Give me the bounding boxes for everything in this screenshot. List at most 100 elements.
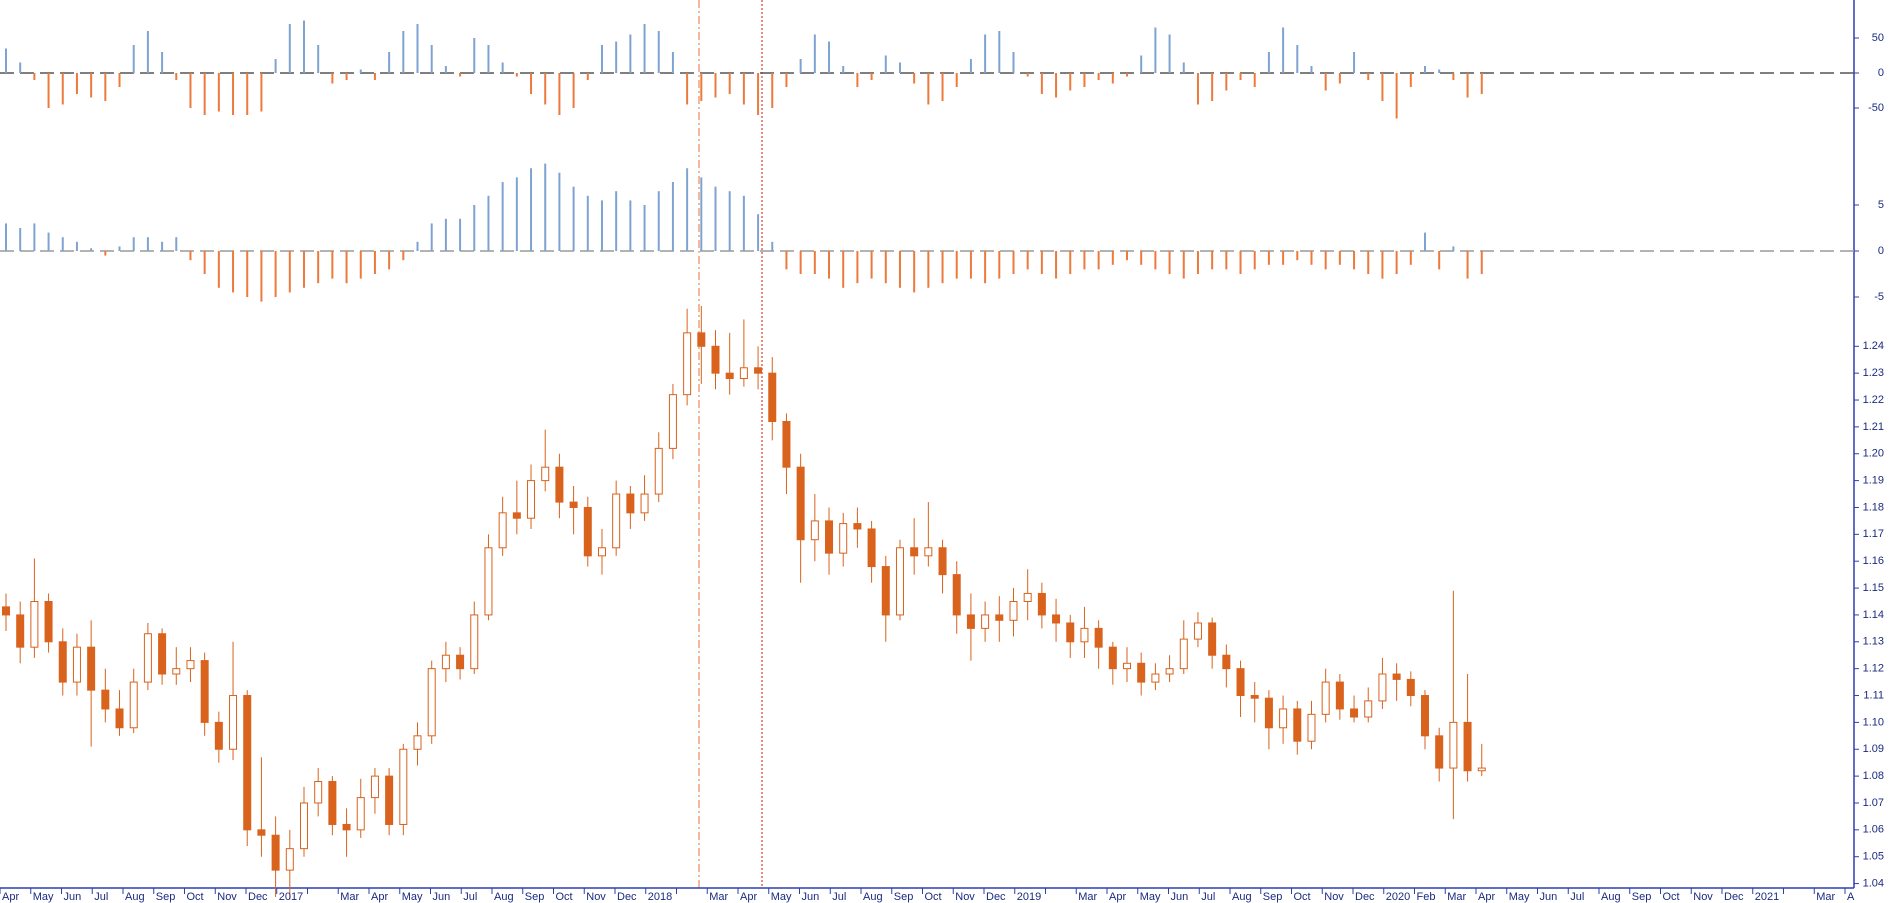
candle-body (299, 802, 308, 850)
candle-body (115, 708, 124, 729)
x-tick-label: Aug (125, 891, 145, 903)
y-tick-label: 1.24 (1863, 340, 1884, 352)
x-tick-label: Apr (371, 891, 388, 903)
x-tick-label: Mar (1816, 891, 1835, 903)
x-tick-label: Oct (1294, 891, 1311, 903)
candle-body (668, 394, 677, 449)
candle-body (1165, 668, 1174, 675)
y-tick-label: 0 (1878, 67, 1884, 79)
x-tick-label: Apr (1109, 891, 1126, 903)
candle-body (1378, 673, 1387, 702)
x-tick-label: Jul (832, 891, 846, 903)
y-tick-label: 1.06 (1863, 824, 1884, 836)
x-tick-label: Dec (986, 891, 1006, 903)
candle-body (1023, 592, 1032, 603)
candle-body (2, 606, 10, 616)
candle-body (1449, 721, 1458, 769)
x-tick-label: Oct (925, 891, 942, 903)
candle-body (441, 654, 450, 670)
candle-body (1364, 700, 1373, 718)
candle-body (1335, 681, 1344, 710)
candle-body (569, 501, 578, 508)
candle-body (1406, 678, 1415, 697)
candle-body (1179, 638, 1188, 670)
x-tick-label: Dec (1724, 891, 1744, 903)
candle-body (1108, 646, 1117, 670)
candle-body (640, 493, 649, 514)
candle-body (413, 735, 422, 750)
candle-body (612, 493, 621, 549)
candle-body (768, 372, 777, 423)
candle-body (158, 633, 167, 675)
candle-body (583, 506, 592, 557)
x-tick-label: 2018 (648, 891, 672, 903)
y-tick-label: 1.10 (1863, 716, 1884, 728)
candle-body (1293, 708, 1302, 742)
candle-body (782, 421, 791, 468)
candle-body (1307, 713, 1316, 742)
x-tick-label: A (1847, 891, 1855, 903)
y-tick-label: 1.17 (1863, 528, 1884, 540)
candle-body (853, 523, 862, 530)
candle-body (328, 780, 337, 825)
candle-body (1321, 681, 1330, 715)
x-tick-label: Nov (1693, 891, 1713, 903)
candle-body (271, 834, 280, 871)
x-tick-label: 2021 (1755, 891, 1779, 903)
candle-body (44, 601, 53, 643)
x-tick-label: May (1140, 891, 1161, 903)
candle-body (555, 466, 564, 503)
candle-body (711, 345, 720, 374)
y-tick-label: 1.15 (1863, 582, 1884, 594)
candle-body (342, 823, 351, 831)
x-tick-label: Dec (1355, 891, 1375, 903)
y-tick-label: 1.19 (1863, 475, 1884, 487)
x-tick-label: Nov (1324, 891, 1344, 903)
y-tick-label: -5 (1874, 291, 1884, 303)
candle-body (285, 848, 294, 871)
x-tick-label: Aug (494, 891, 514, 903)
candle-body (995, 614, 1004, 621)
candle-body (1222, 654, 1231, 670)
x-tick-label: Jul (463, 891, 477, 903)
x-tick-label: Dec (248, 891, 268, 903)
y-tick-label: 1.20 (1863, 448, 1884, 460)
y-tick-label: 1.14 (1863, 609, 1884, 621)
candle-body (385, 775, 394, 825)
candle-body (314, 780, 323, 804)
candle-body (654, 447, 663, 495)
x-tick-label: Mar (1078, 891, 1097, 903)
y-tick-label: 1.23 (1863, 367, 1884, 379)
candle-body (172, 668, 181, 675)
candle-body (1236, 668, 1245, 697)
x-tick-label: Sep (1632, 891, 1652, 903)
candle-body (952, 574, 961, 616)
candle-body (825, 520, 834, 554)
x-tick-label: May (402, 891, 423, 903)
candle-body (58, 641, 67, 683)
x-tick-label: 2017 (279, 891, 303, 903)
candle-body (895, 547, 904, 616)
candle-body (1151, 673, 1160, 683)
candle-body (1477, 767, 1486, 772)
x-tick-label: Jun (433, 891, 451, 903)
candle-body (597, 547, 606, 557)
x-tick-label: Sep (156, 891, 176, 903)
candle-body (626, 493, 635, 514)
candle-body (924, 547, 933, 557)
x-tick-label: Apr (2, 891, 19, 903)
candle-body (1052, 614, 1061, 624)
candle-body (1463, 721, 1472, 772)
candle-body (229, 695, 238, 750)
candle-body (1193, 622, 1202, 640)
y-tick-label: 1.08 (1863, 770, 1884, 782)
candle-body (867, 528, 876, 568)
candle-body (910, 547, 919, 557)
candle-body (1421, 695, 1429, 737)
candle-body (981, 614, 990, 629)
x-tick-label: May (771, 891, 792, 903)
candle-body (527, 480, 536, 519)
candle-body (427, 668, 436, 737)
candle-body (1279, 708, 1288, 729)
